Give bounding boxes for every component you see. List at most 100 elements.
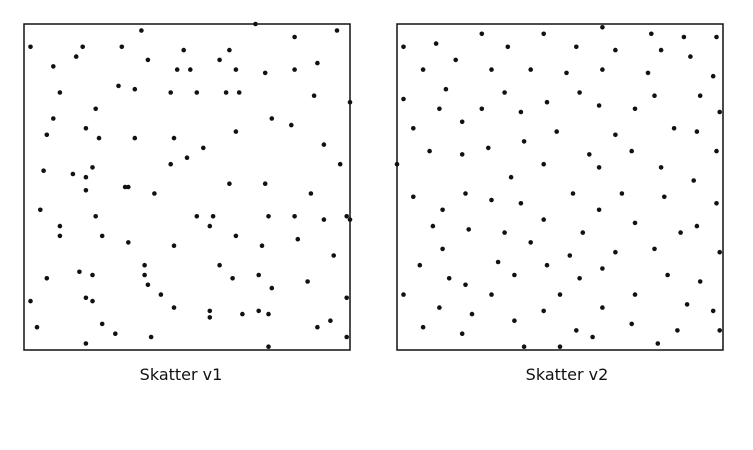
scatter-point-v2-40 (521, 139, 527, 144)
scatter-point-v1-29 (51, 116, 56, 121)
scatter-point-v1-3 (292, 34, 297, 40)
scatter-point-v1-5 (80, 44, 85, 50)
scatter-point-v2-38 (694, 129, 700, 134)
scatter-point-v1-83 (269, 285, 275, 291)
scatter-point-v1-98 (328, 318, 333, 324)
scatter-point-v1-49 (227, 181, 232, 186)
scatter-point-v2-78 (544, 262, 550, 268)
scatter-point-v2-29 (479, 106, 485, 112)
scatter-point-v2-12 (688, 54, 693, 59)
scatter-point-v2-88 (557, 292, 563, 297)
scatter-point-v2-107 (574, 328, 579, 333)
scatter-point-v1-86 (158, 292, 164, 297)
scatter-panel-v1: Skatter v1 (23, 21, 353, 384)
scatter-point-v1-8 (227, 47, 232, 53)
scatter-point-v1-65 (233, 233, 239, 239)
scatter-point-v1-27 (347, 99, 353, 105)
scatter-point-v1-70 (259, 243, 265, 248)
scatter-point-v2-19 (645, 70, 651, 76)
scatter-point-v2-81 (446, 276, 452, 281)
scatter-point-v2-106 (655, 341, 661, 346)
scatter-point-v2-104 (521, 344, 527, 350)
scatter-point-v1-18 (292, 67, 297, 72)
scatter-point-v1-76 (90, 272, 95, 278)
scatter-point-v1-51 (83, 188, 89, 193)
scatter-point-v1-77 (142, 272, 147, 278)
scatter-point-v1-56 (194, 214, 200, 219)
scatter-point-v1-48 (126, 184, 131, 190)
scatter-point-v1-89 (344, 295, 350, 301)
scatter-point-v2-42 (427, 148, 432, 154)
scatter-point-v1-58 (266, 214, 271, 219)
scatter-point-v1-31 (289, 122, 294, 128)
scatter-point-v2-92 (437, 305, 442, 310)
scatter-point-v1-61 (347, 217, 353, 222)
scatter-point-v1-32 (83, 126, 89, 131)
scatter-point-v1-38 (201, 145, 206, 151)
scatter-point-v2-59 (518, 201, 524, 206)
scatter-point-v1-91 (256, 308, 262, 314)
scatter-point-v2-54 (463, 191, 468, 196)
scatter-point-v2-39 (613, 132, 618, 138)
scatter-point-v2-66 (694, 223, 700, 229)
scatter-point-v2-25 (401, 96, 406, 102)
scatter-point-v2-67 (466, 227, 472, 232)
plot-frame-v1 (23, 23, 351, 351)
scatter-point-v1-72 (142, 262, 147, 268)
scatter-point-v2-17 (564, 70, 569, 76)
scatter-point-v2-87 (489, 292, 494, 297)
points-group-v2 (394, 25, 722, 350)
scatter-point-v2-90 (401, 292, 406, 297)
scatter-point-v2-73 (440, 246, 445, 252)
scatter-point-v2-94 (600, 305, 605, 310)
scatter-point-v1-46 (83, 174, 89, 180)
scatter-point-v2-44 (587, 152, 592, 157)
scatter-point-v2-61 (440, 207, 445, 213)
scatter-point-v2-57 (489, 197, 494, 203)
scatter-point-v1-80 (44, 276, 50, 281)
scatter-point-v1-40 (184, 155, 190, 160)
scatter-point-v1-10 (145, 57, 151, 63)
scatter-point-v2-100 (459, 331, 465, 337)
scatter-point-v2-103 (590, 334, 595, 340)
scatter-point-v1-94 (99, 321, 105, 327)
scatter-point-v1-87 (28, 298, 33, 304)
scatter-point-v2-60 (714, 201, 719, 206)
scatter-point-v2-41 (486, 145, 491, 151)
scatter-point-v2-30 (437, 106, 442, 112)
scatter-point-v2-46 (714, 148, 719, 154)
chart-title-v1: Skatter v1 (140, 365, 223, 384)
scatter-point-v1-54 (38, 207, 43, 213)
scatter-point-v1-64 (321, 217, 327, 222)
scatter-point-v2-48 (541, 161, 546, 167)
scatter-point-v1-11 (217, 57, 222, 63)
scatter-point-v1-67 (99, 233, 105, 239)
scatter-point-v1-44 (41, 168, 46, 173)
plot-frame-v2 (396, 23, 724, 351)
scatter-point-v2-26 (697, 93, 703, 98)
scatter-point-v1-81 (305, 279, 310, 284)
scatter-point-v1-6 (119, 44, 125, 50)
scatter-point-v2-13 (453, 57, 459, 63)
scatter-point-v2-16 (528, 67, 533, 72)
scatter-point-v1-50 (262, 181, 268, 186)
scatter-point-v1-60 (344, 214, 350, 219)
scatter-point-v1-71 (295, 236, 301, 242)
scatter-point-v1-102 (266, 344, 271, 350)
scatter-point-v2-80 (417, 262, 423, 268)
scatter-point-v2-50 (508, 174, 514, 180)
scatter-point-v2-70 (580, 230, 586, 235)
scatter-point-v1-68 (126, 240, 131, 245)
scatter-point-v2-99 (420, 324, 426, 330)
scatter-point-v2-52 (691, 178, 696, 183)
scatter-point-v2-6 (433, 41, 439, 46)
scatter-point-v1-22 (223, 90, 229, 95)
scatter-point-v1-13 (51, 64, 56, 69)
scatter-point-v2-49 (596, 165, 602, 170)
scatter-point-v2-101 (629, 321, 634, 327)
scatter-point-v2-85 (577, 276, 582, 281)
scatter-point-v2-37 (671, 126, 677, 131)
scatter-point-v2-32 (632, 106, 638, 112)
scatter-point-v2-82 (665, 272, 670, 278)
